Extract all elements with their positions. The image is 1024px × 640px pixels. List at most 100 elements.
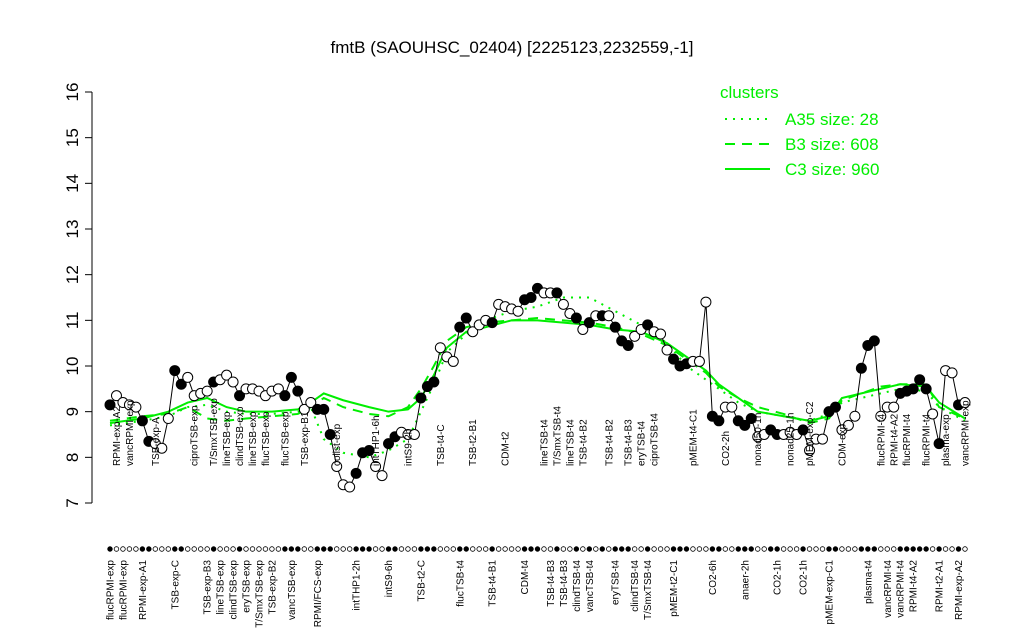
point	[460, 312, 472, 324]
condition-dot	[359, 546, 366, 552]
point	[713, 415, 725, 427]
x-tick-label: RPMI-exp-A2	[954, 560, 965, 620]
point	[875, 410, 887, 422]
condition-dot	[243, 546, 249, 552]
condition-dot	[249, 546, 256, 552]
x-tick-label: flucRPMI-t4	[876, 413, 887, 466]
condition-dot	[657, 546, 664, 552]
condition-dot	[301, 546, 308, 552]
condition-dot	[690, 546, 696, 552]
point	[136, 415, 148, 427]
point	[292, 385, 304, 397]
x-tick-label: RPMI-exp-A1	[138, 560, 149, 620]
condition-dot	[871, 546, 878, 552]
condition-dot	[146, 546, 152, 552]
condition-dot	[521, 546, 528, 552]
condition-dot	[742, 546, 748, 552]
point	[700, 296, 712, 308]
x-tick-label: TSB-t4-B3	[624, 419, 635, 466]
condition-dot	[405, 546, 411, 552]
point	[907, 383, 919, 395]
x-tick-label: TSB-t4-B2	[604, 419, 615, 466]
x-tick-label: CO2-1h	[799, 560, 810, 595]
x-tick-label: flucRPMI-t4	[922, 413, 933, 466]
x-tick-label: flucTSB-exp	[261, 411, 272, 466]
y-tick-label: 9	[63, 407, 82, 416]
condition-dot	[282, 546, 288, 552]
condition-dot	[204, 546, 210, 552]
point	[383, 438, 395, 450]
condition-dot	[929, 546, 936, 552]
x-tick-label: T/SmxTSB-exp	[254, 560, 265, 628]
condition-dot	[593, 546, 599, 552]
point	[318, 403, 330, 415]
condition-dot	[638, 546, 644, 552]
condition-dot	[372, 546, 379, 552]
point	[829, 401, 841, 413]
x-tick-label: TSB-t2-B1	[468, 419, 479, 466]
condition-dot	[528, 546, 534, 552]
x-tick-label: clindTSB-t4	[630, 560, 641, 612]
condition-dot	[703, 546, 709, 552]
x-tick-label: pMEM-t4-C1	[688, 409, 699, 466]
legend-label: A35 size: 28	[785, 110, 879, 129]
point	[551, 287, 563, 299]
condition-dot	[424, 546, 431, 552]
point	[376, 470, 388, 482]
condition-dot	[780, 546, 787, 552]
x-tick-label: TSB-exp-B1	[300, 411, 311, 466]
condition-dot	[891, 546, 897, 552]
x-tick-label: colist-exp	[332, 423, 343, 466]
condition-dot	[457, 546, 463, 552]
condition-dot	[230, 546, 236, 552]
condition-dot	[502, 546, 508, 552]
condition-dot	[916, 546, 923, 552]
x-tick-label: lineTSB-exp	[222, 411, 233, 466]
condition-dot	[508, 546, 515, 552]
point	[104, 399, 116, 411]
condition-dot	[476, 546, 482, 552]
point	[693, 355, 705, 367]
x-tick-label: RPMI-exp-A2	[112, 406, 123, 466]
point	[324, 429, 336, 440]
condition-dot	[567, 546, 573, 552]
condition-dot	[767, 546, 774, 552]
point	[842, 419, 854, 431]
y-tick-label: 10	[63, 357, 82, 376]
condition-dot	[437, 546, 444, 552]
point	[629, 330, 641, 342]
x-tick-label: CO2-1h	[773, 560, 784, 595]
point	[946, 367, 958, 379]
condition-dot	[107, 546, 113, 552]
point	[454, 321, 466, 333]
x-tick-label: nonad25-1h	[786, 413, 797, 466]
condition-dot	[813, 546, 819, 552]
condition-dot	[858, 546, 865, 552]
legend-label: B3 size: 608	[785, 135, 879, 154]
condition-dot	[197, 546, 204, 552]
point	[570, 312, 582, 324]
x-tick-label: intTHP1-6h	[371, 415, 382, 466]
legend-title: clusters	[720, 83, 779, 102]
x-tick-label: CDM-t2	[501, 431, 512, 466]
point	[130, 401, 142, 413]
condition-dot	[683, 546, 690, 552]
x-tick-label: anaer-2h	[740, 560, 751, 600]
condition-dot	[735, 546, 741, 552]
condition-dot	[826, 546, 832, 552]
condition-dot	[398, 546, 405, 552]
condition-dot	[599, 546, 605, 552]
x-tick-label: T/SmxTSB-t4	[552, 406, 563, 466]
point	[447, 355, 459, 367]
x-tick-label: TSB-exp-C	[170, 560, 181, 609]
condition-dot	[223, 546, 230, 552]
point	[162, 413, 174, 425]
condition-dot	[515, 546, 521, 552]
condition-dot	[411, 546, 418, 552]
point	[182, 371, 194, 383]
point	[603, 310, 615, 322]
condition-dot	[172, 546, 178, 552]
point	[408, 429, 420, 440]
x-tick-label: flucRPMI-t4	[902, 413, 913, 466]
